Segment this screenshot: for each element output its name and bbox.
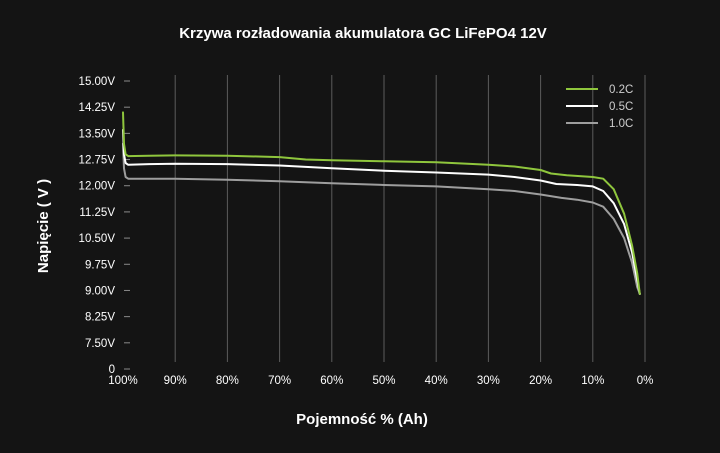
y-tick-label: 14.25V: [79, 102, 116, 114]
x-axis-title: Pojemność % (Ah): [296, 411, 428, 428]
chart-title: Krzywa rozładowania akumulatora GC LiFeP…: [179, 25, 547, 42]
legend-label: 1.0C: [609, 118, 633, 130]
y-tick-label: 8.25V: [85, 312, 115, 324]
legend-label: 0.2C: [609, 84, 633, 96]
y-tick-label: 12.00V: [79, 181, 116, 193]
x-tick-label: 40%: [425, 375, 448, 387]
x-axis: 100% 90% 80% 70% 60% 50% 40% 30% 20% 10% 0%: [108, 375, 653, 387]
y-tick-label: 13.50V: [79, 128, 116, 140]
x-tick-label: 50%: [372, 375, 395, 387]
x-tick-label: 90%: [164, 375, 187, 387]
series-lines: [122, 111, 641, 295]
y-tick-label: 9.75V: [85, 259, 115, 271]
y-tick-label: 11.25V: [79, 207, 115, 219]
y-axis-title: Napięcie ( V ): [35, 179, 52, 273]
x-tick-label: 20%: [529, 375, 552, 387]
x-tick-label: 100%: [108, 375, 137, 387]
y-tick-label: 15.00V: [79, 76, 116, 88]
y-tick-label: 12.75V: [79, 155, 116, 167]
series-line-1-0C: [122, 142, 641, 295]
x-tick-label: 10%: [581, 375, 604, 387]
y-axis: 15.00V 14.25V 13.50V 12.75V 12.00V 11.25V 10.5…: [79, 76, 130, 376]
y-tick-label: 7.50V: [85, 338, 115, 350]
x-tick-label: 80%: [216, 375, 239, 387]
x-tick-label: 30%: [477, 375, 500, 387]
series-line-0-5C: [122, 128, 641, 295]
x-tick-label: 60%: [320, 375, 343, 387]
y-tick-label: 10.50V: [79, 233, 116, 245]
series-line-0-2C: [122, 111, 641, 295]
x-tick-label: 0%: [637, 375, 654, 387]
legend: 0.2C 0.5C 1.0C: [566, 84, 633, 130]
y-tick-label: 0: [109, 364, 115, 376]
legend-label: 0.5C: [609, 101, 633, 113]
x-tick-label: 70%: [268, 375, 291, 387]
y-tick-label: 9.00V: [85, 285, 115, 297]
grid-lines: [174, 75, 646, 362]
